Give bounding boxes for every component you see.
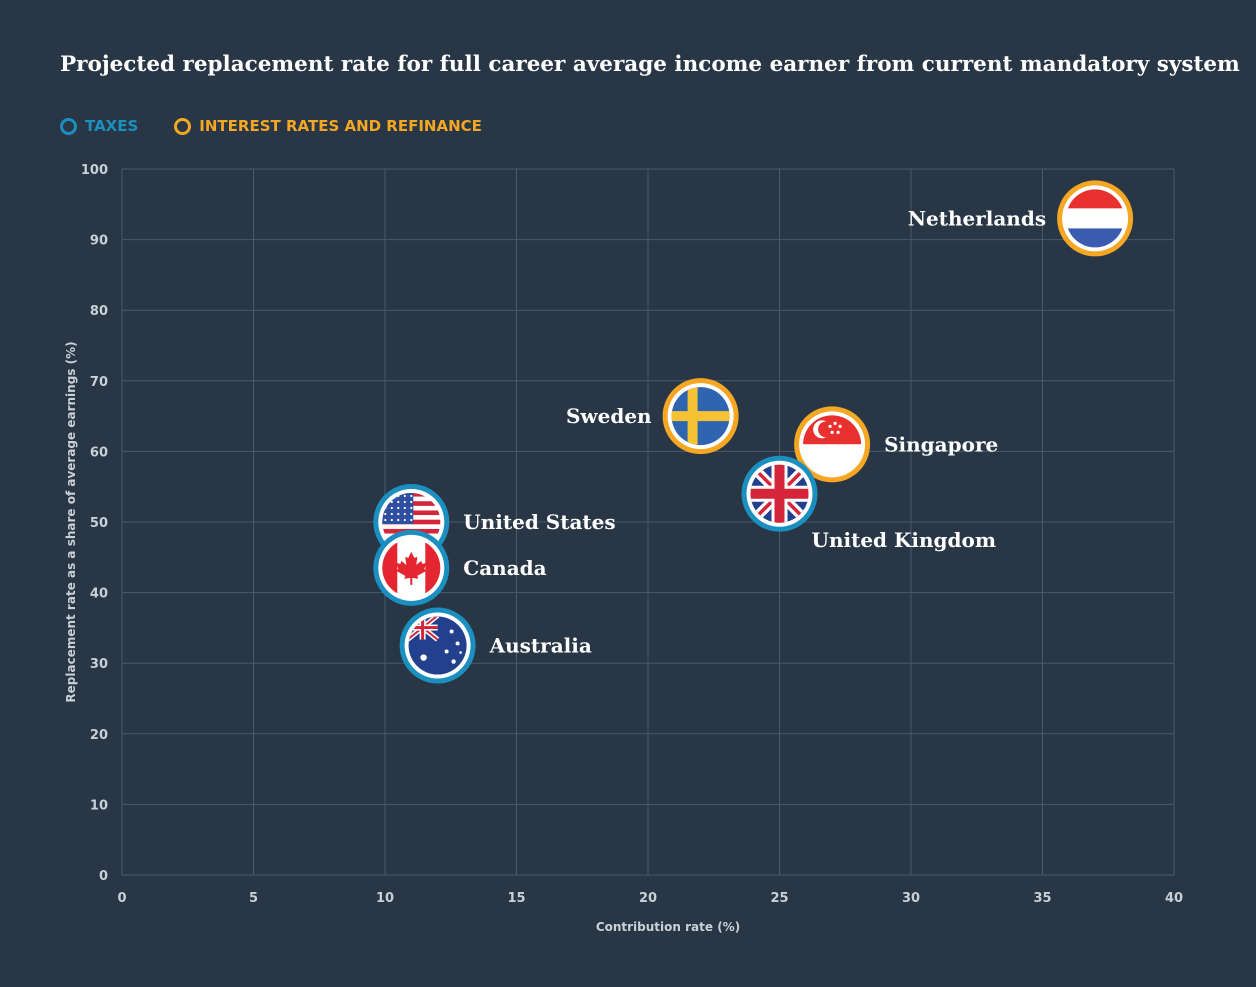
y-axis-ticks: 0 10 20 30 40 50 60 70 80 90 100	[81, 163, 108, 884]
y-axis-title: Replacement rate as a share of average e…	[64, 341, 78, 702]
point-label: Singapore	[884, 432, 998, 456]
legend-ring-icon	[60, 117, 77, 135]
x-tick-label: 15	[507, 891, 525, 906]
point-label: United Kingdom	[812, 528, 996, 552]
x-tick-label: 20	[639, 891, 657, 906]
y-tick-label: 50	[90, 516, 108, 531]
y-tick-label: 0	[99, 869, 108, 884]
x-tick-label: 25	[770, 891, 788, 906]
point-australia	[399, 607, 476, 684]
legend-item-taxes: TAXES	[60, 117, 138, 135]
legend-ring-icon	[174, 117, 192, 135]
x-tick-label: 0	[117, 891, 126, 906]
x-axis-ticks: 0 5 10 15 20 25 30 35 40	[117, 891, 1183, 906]
data-points: Netherlands Sweden Singapore United Kingdom…	[373, 180, 1134, 684]
legend-item-interest-rates: INTEREST RATES AND REFINANCE	[174, 117, 482, 135]
y-tick-label: 80	[90, 304, 108, 319]
y-tick-label: 100	[81, 163, 108, 178]
legend-label: INTEREST RATES AND REFINANCE	[199, 117, 482, 135]
point-singapore	[794, 406, 871, 483]
point-sweden	[662, 378, 739, 455]
point-united-kingdom	[741, 455, 818, 532]
y-tick-label: 60	[90, 445, 108, 460]
y-tick-label: 90	[90, 234, 108, 249]
y-tick-label: 10	[90, 798, 108, 813]
netherlands-flag-icon	[1066, 189, 1125, 248]
x-tick-label: 5	[249, 891, 258, 906]
y-tick-label: 30	[90, 657, 108, 672]
point-label: Australia	[489, 634, 592, 658]
grid	[121, 168, 1175, 876]
united-kingdom-flag-icon	[750, 464, 809, 523]
x-axis-title: Contribution rate (%)	[596, 920, 740, 934]
legend: TAXES INTEREST RATES AND REFINANCE	[60, 116, 518, 136]
point-netherlands	[1057, 180, 1134, 257]
x-tick-label: 40	[1165, 891, 1183, 906]
legend-label: TAXES	[85, 117, 139, 135]
point-label: Canada	[463, 556, 546, 580]
x-tick-label: 35	[1033, 891, 1051, 906]
y-tick-label: 70	[90, 375, 108, 390]
point-canada	[373, 529, 450, 606]
point-label: Netherlands	[908, 206, 1046, 230]
y-tick-label: 40	[90, 587, 108, 602]
point-label: United States	[463, 510, 615, 534]
x-tick-label: 30	[902, 891, 920, 906]
point-label: Sweden	[566, 404, 652, 428]
chart-title: Projected replacement rate for full care…	[60, 52, 1240, 77]
x-tick-label: 10	[376, 891, 394, 906]
y-tick-label: 20	[90, 728, 108, 743]
sweden-flag-icon	[671, 387, 730, 446]
australia-flag-icon	[408, 616, 467, 675]
